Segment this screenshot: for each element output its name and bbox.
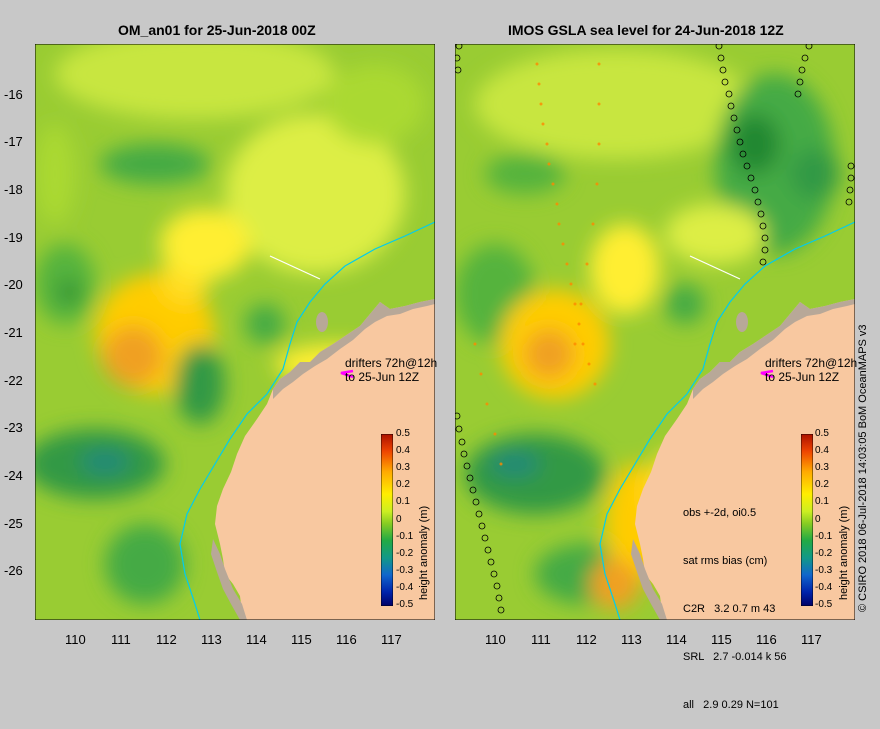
colorbar-right <box>801 434 813 606</box>
drifter-arrow <box>340 369 354 379</box>
lon-tick: 117 <box>801 632 822 647</box>
lon-tick: 116 <box>336 632 357 647</box>
lon-tick: 117 <box>381 632 402 647</box>
colorbar-tick: 0.2 <box>815 479 829 490</box>
colorbar-tick: -0.5 <box>815 599 833 610</box>
colorbar-tick: -0.1 <box>815 531 833 542</box>
colorbar-tick: -0.1 <box>396 531 414 542</box>
colorbar-tick: -0.2 <box>815 548 833 559</box>
lat-tick: -18 <box>4 182 23 197</box>
lat-tick: -25 <box>4 516 23 531</box>
colorbar-tick: 0.3 <box>396 462 410 473</box>
stats-line: SRL 2.7 -0.014 k 56 <box>683 651 787 663</box>
lat-tick: -26 <box>4 563 23 578</box>
right-panel-title: IMOS GSLA sea level for 24-Jun-2018 12Z <box>508 22 784 38</box>
lon-tick: 115 <box>711 632 732 647</box>
colorbar-tick: 0.1 <box>396 496 410 507</box>
lon-tick: 111 <box>531 632 551 647</box>
lat-tick: -24 <box>4 468 23 483</box>
altimetry-track-points <box>455 44 855 614</box>
left-panel-title: OM_an01 for 25-Jun-2018 00Z <box>118 22 316 38</box>
stats-line: C2R 3.2 0.7 m 43 <box>683 603 776 615</box>
colorbar-tick: 0.1 <box>815 496 829 507</box>
colorbar-tick: -0.2 <box>396 548 414 559</box>
colorbar-tick: -0.3 <box>815 565 833 576</box>
colorbar-tick: -0.3 <box>396 565 414 576</box>
colorbar-label: height anomaly (m) <box>838 505 850 600</box>
colorbar-left <box>381 434 393 606</box>
lat-tick: -21 <box>4 325 23 340</box>
stats-line: sat rms bias (cm) <box>683 555 768 567</box>
lon-tick: 114 <box>666 632 687 647</box>
lat-tick: -17 <box>4 134 23 149</box>
lat-tick: -16 <box>4 87 23 102</box>
colorbar-tick: 0.4 <box>396 445 410 456</box>
lat-tick: -20 <box>4 277 23 292</box>
lon-tick: 112 <box>576 632 597 647</box>
right-map <box>455 44 855 620</box>
colorbar-tick: 0 <box>396 514 402 525</box>
colorbar-label: height anomaly (m) <box>418 505 430 600</box>
lon-tick: 115 <box>291 632 312 647</box>
colorbar-tick: -0.4 <box>396 582 414 593</box>
land-mass <box>215 299 435 620</box>
colorbar-tick: -0.4 <box>815 582 833 593</box>
colorbar-tick: 0.4 <box>815 445 829 456</box>
colorbar-tick: 0.5 <box>815 428 829 439</box>
stats-line: obs +-2d, oi0.5 <box>683 507 757 519</box>
lon-tick: 113 <box>621 632 642 647</box>
lat-tick: -23 <box>4 420 23 435</box>
lon-tick: 111 <box>111 632 131 647</box>
right-drifter-note: drifters 72h@12h to 25-Jun 12Z <box>765 356 858 384</box>
lon-tick: 114 <box>246 632 267 647</box>
lon-tick: 110 <box>65 632 86 647</box>
lon-tick: 112 <box>156 632 177 647</box>
left-map <box>35 44 435 620</box>
left-drifter-note: drifters 72h@12h to 25-Jun 12Z <box>345 356 438 384</box>
lon-tick: 110 <box>485 632 506 647</box>
stats-line: all 2.9 0.29 N=101 <box>683 699 779 711</box>
lat-tick: -19 <box>4 230 23 245</box>
lon-tick: 116 <box>756 632 777 647</box>
colorbar-tick: 0.2 <box>396 479 410 490</box>
colorbar-tick: 0.5 <box>396 428 410 439</box>
stats-block: obs +-2d, oi0.5 sat rms bias (cm) C2R 3.… <box>683 473 787 729</box>
credit-text: © CSIRO 2018 06-Jul-2018 14:03:05 BoM Oc… <box>857 324 869 612</box>
lon-tick: 113 <box>201 632 222 647</box>
lat-tick: -22 <box>4 373 23 388</box>
colorbar-tick: 0.3 <box>815 462 829 473</box>
colorbar-tick: 0 <box>815 514 821 525</box>
colorbar-tick: -0.5 <box>396 599 414 610</box>
shelf-break-line <box>179 221 435 620</box>
